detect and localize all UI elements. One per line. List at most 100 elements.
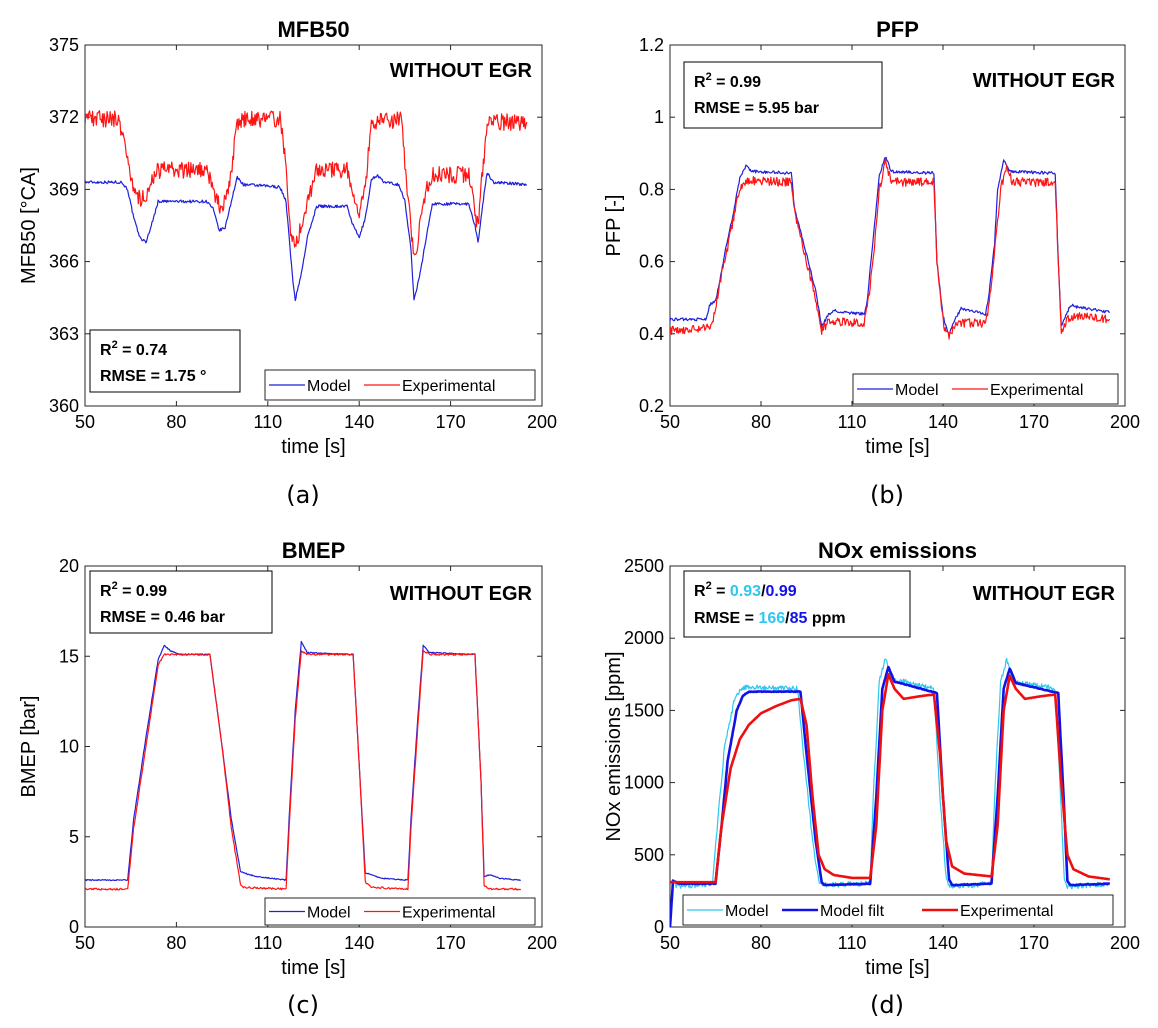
- panel-caption: (a): [286, 481, 319, 509]
- series-line-experimental: [670, 157, 1111, 340]
- y-axis-label: MFB50 [°CA]: [18, 167, 40, 284]
- y-axis-label: BMEP [bar]: [18, 696, 40, 798]
- series-group: [85, 640, 522, 891]
- x-axis-label: time [s]: [865, 957, 929, 979]
- rmse-separator: /: [785, 610, 790, 627]
- series-line-model: [85, 172, 528, 302]
- legend-label: Model: [895, 382, 939, 399]
- rmse-label: RMSE =: [694, 610, 758, 627]
- panel-caption: (c): [287, 991, 319, 1019]
- y-tick-label: 0.2: [639, 396, 664, 416]
- y-tick-label: 20: [59, 556, 79, 576]
- x-tick-label: 170: [436, 412, 466, 432]
- x-tick-label: 140: [928, 412, 958, 432]
- panel-caption: (d): [870, 991, 904, 1019]
- chart-title: BMEP: [282, 538, 346, 563]
- legend-label: Model: [307, 905, 351, 922]
- r2-model-value: 0.93: [730, 583, 761, 600]
- series-line-model: [85, 640, 521, 882]
- legend: Model Model filt Experimental: [682, 894, 1114, 926]
- rmse-filt-value: 85: [790, 610, 808, 627]
- r2-filt-value: 0.99: [766, 583, 797, 600]
- legend: Model Experimental: [264, 897, 536, 926]
- r2-superscript: 2: [112, 339, 118, 351]
- legend-frame: [682, 894, 1114, 926]
- x-axis-label: time [s]: [281, 436, 345, 458]
- legend-label: Model: [725, 903, 769, 920]
- y-tick-label: 0.6: [639, 252, 664, 272]
- x-tick-label: 110: [838, 933, 867, 953]
- y-tick-label: 375: [49, 35, 79, 55]
- series-line-experimental: [85, 110, 528, 256]
- r2-text: R2 = 0.99: [694, 71, 761, 91]
- y-tick-label: 1.2: [639, 35, 664, 55]
- y-tick-label: 360: [49, 396, 79, 416]
- series-group: [670, 156, 1111, 340]
- x-tick-label: 200: [1110, 412, 1140, 432]
- series-line-model-filt: [670, 665, 1111, 927]
- x-tick-label: 140: [344, 412, 374, 432]
- y-tick-label: 2000: [624, 628, 664, 648]
- r2-superscript: 2: [706, 580, 712, 592]
- y-tick-label: 369: [49, 179, 79, 199]
- stats-box: R2 = 0.99 RMSE = 0.46 bar: [89, 570, 273, 634]
- x-tick-label: 80: [166, 933, 186, 953]
- series-line-model: [670, 156, 1110, 335]
- chart-b: PFP 50 80 110 140 170 200 0.2 0.4 0.6 0.8 1 1.2 time …: [603, 17, 1140, 509]
- y-tick-label: 2500: [624, 556, 664, 576]
- x-tick-label: 200: [527, 412, 557, 432]
- rmse-unit: ppm: [807, 610, 845, 627]
- x-tick-label: 50: [660, 933, 680, 953]
- y-tick-label: 0.8: [639, 179, 664, 199]
- y-tick-label: 15: [59, 646, 79, 666]
- chart-c: BMEP 50 80 110 140 170 200 0 5 10 15 20 time [s] BMEP…: [18, 538, 557, 1019]
- legend-label: Experimental: [960, 903, 1053, 920]
- x-tick-label: 110: [838, 412, 867, 432]
- stats-box-frame: [683, 61, 883, 129]
- x-tick-label: 170: [1019, 412, 1049, 432]
- y-tick-label: 0: [69, 917, 79, 937]
- annotation-without-egr: WITHOUT EGR: [390, 60, 533, 82]
- y-tick-label: 1500: [624, 700, 664, 720]
- annotation-without-egr: WITHOUT EGR: [973, 583, 1116, 605]
- stats-box: R2 = 0.74 RMSE = 1.75 °: [89, 329, 241, 393]
- r2-label: R: [100, 583, 112, 600]
- x-tick-label: 170: [1019, 933, 1049, 953]
- legend-label: Experimental: [990, 382, 1083, 399]
- x-tick-label: 80: [166, 412, 186, 432]
- legend-label: Model filt: [820, 903, 885, 920]
- stats-box-frame: [89, 570, 273, 634]
- legend-label: Experimental: [402, 905, 495, 922]
- r2-superscript: 2: [706, 71, 712, 83]
- x-tick-label: 110: [253, 933, 282, 953]
- y-tick-label: 500: [634, 845, 664, 865]
- panel-caption: (b): [870, 481, 904, 509]
- stats-box: R2 = 0.99 RMSE = 5.95 bar: [683, 61, 883, 129]
- y-tick-label: 5: [69, 827, 79, 847]
- stats-box-frame: [89, 329, 241, 393]
- x-tick-label: 200: [527, 933, 557, 953]
- series-group: [670, 657, 1111, 927]
- annotation-without-egr: WITHOUT EGR: [390, 583, 533, 605]
- legend: Model Experimental: [264, 369, 536, 401]
- r2-separator: /: [761, 583, 766, 600]
- y-tick-label: 1000: [624, 773, 664, 793]
- r2-label: R: [694, 583, 706, 600]
- r2-text: R2 = 0.99: [100, 580, 167, 600]
- x-tick-label: 50: [75, 933, 95, 953]
- x-tick-label: 80: [751, 412, 771, 432]
- legend-label: Experimental: [402, 378, 495, 395]
- stats-box-frame: [683, 570, 911, 638]
- y-tick-label: 366: [49, 252, 79, 272]
- series-line-model: [670, 657, 1111, 927]
- chart-a: MFB50 50 80 110 140 170 200 360 363 366 369 372 375 t…: [18, 17, 557, 509]
- y-axis-label: NOx emissions [ppm]: [603, 651, 625, 841]
- x-tick-label: 50: [660, 412, 680, 432]
- r2-label: R: [100, 342, 112, 359]
- y-tick-label: 363: [49, 324, 79, 344]
- legend-frame: [264, 897, 536, 926]
- r2-value: = 0.99: [712, 74, 761, 91]
- chart-title: NOx emissions: [818, 538, 977, 563]
